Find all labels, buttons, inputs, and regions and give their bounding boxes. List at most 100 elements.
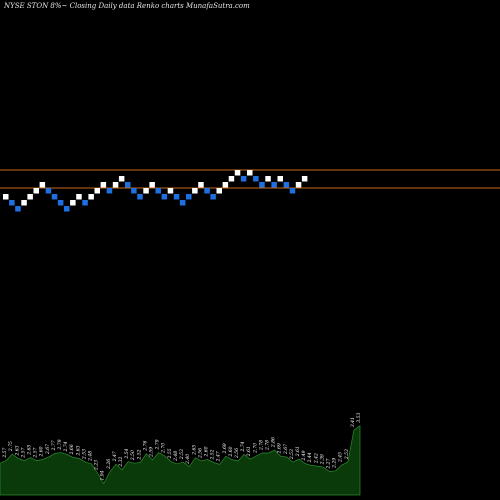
up-brick	[167, 188, 174, 194]
volume-label: 2.63	[14, 445, 20, 456]
down-brick	[179, 200, 186, 206]
down-brick	[204, 188, 210, 194]
down-brick	[9, 200, 15, 206]
volume-label: 2.70	[252, 443, 258, 454]
up-brick	[277, 176, 283, 182]
volume-label: 2.49	[301, 450, 307, 461]
volume-label: 2.45	[338, 452, 344, 463]
down-brick	[186, 194, 192, 200]
volume-label: 2.52	[136, 449, 142, 460]
down-brick	[131, 188, 137, 194]
volume-label: 2.60	[228, 446, 234, 457]
volume-label: 3.41	[350, 417, 356, 427]
up-brick	[222, 182, 229, 188]
down-brick	[57, 200, 64, 206]
volume-label: 2.61	[295, 446, 301, 457]
down-brick	[283, 182, 290, 188]
volume-label: 2.52	[210, 449, 216, 460]
up-brick	[70, 200, 76, 206]
volume-area	[0, 425, 361, 496]
volume-label: 2.40	[185, 454, 191, 465]
up-brick	[149, 182, 155, 188]
volume-label: 2.50	[0, 450, 2, 461]
volume-label: 2.42	[313, 453, 319, 464]
down-brick	[64, 206, 70, 212]
volume-label: 1.94	[100, 470, 106, 480]
volume-label: 2.57	[33, 447, 39, 458]
up-brick	[118, 176, 125, 182]
volume-label: 2.59	[149, 447, 155, 458]
up-brick	[39, 182, 46, 188]
up-brick	[94, 188, 100, 194]
volume-label: 2.86	[271, 437, 277, 448]
down-brick	[125, 182, 131, 188]
volume-label: 2.54	[124, 449, 130, 460]
volume-label: 2.53	[344, 449, 350, 460]
volume-label: 2.79	[57, 439, 63, 450]
down-brick	[45, 188, 52, 194]
up-brick	[143, 188, 149, 194]
volume-label: 2.53	[81, 449, 87, 460]
volume-label: 2.66	[69, 444, 75, 455]
volume-label: 2.27	[326, 458, 332, 469]
volume-label: 2.60	[204, 446, 210, 457]
up-brick	[33, 188, 39, 194]
volume-label: 2.67	[45, 444, 51, 455]
volume-label: 2.44	[307, 452, 313, 463]
up-brick	[3, 194, 9, 200]
down-brick	[240, 176, 247, 182]
volume-label: 2.61	[246, 446, 252, 457]
down-brick	[137, 194, 143, 200]
down-brick	[155, 188, 161, 194]
down-brick	[271, 182, 277, 188]
up-brick	[234, 170, 241, 176]
volume-label: 2.69	[222, 443, 228, 454]
up-brick	[216, 188, 222, 194]
volume-label: 2.77	[51, 440, 57, 451]
volume-label: 3.53	[356, 413, 362, 423]
volume-label: 2.67	[283, 444, 289, 455]
volume-label: 2.69	[277, 443, 283, 454]
down-brick	[173, 194, 180, 200]
down-brick	[259, 182, 265, 188]
volume-area-shape	[0, 425, 361, 496]
volume-label: 2.56	[197, 448, 203, 459]
volume-label: 2.53	[289, 449, 295, 460]
volume-label: 2.75	[8, 441, 14, 452]
volume-label: 2.65	[191, 445, 197, 456]
volume-label: 2.48	[173, 451, 179, 462]
volume-label: 2.65	[27, 445, 33, 456]
volume-label: 2.29	[332, 458, 338, 469]
down-brick	[51, 194, 58, 200]
volume-label: 2.23	[94, 460, 100, 471]
volume-label: 2.55	[167, 448, 173, 459]
down-brick	[82, 200, 88, 206]
down-brick	[210, 194, 216, 200]
down-brick	[106, 188, 113, 194]
volume-label: 2.53	[179, 449, 185, 460]
up-brick	[88, 194, 94, 200]
up-brick	[76, 194, 82, 200]
volume-label: 2.39	[319, 454, 325, 465]
renko-bricks	[3, 170, 308, 212]
up-brick	[265, 176, 271, 182]
volume-label: 2.78	[265, 440, 271, 451]
volume-label: 2.74	[63, 441, 69, 452]
volume-label: 2.79	[155, 439, 161, 450]
volume-label: 2.63	[75, 445, 81, 456]
volume-label: 2.48	[88, 451, 94, 462]
up-brick	[198, 182, 204, 188]
volume-label: 2.74	[240, 441, 246, 452]
volume-label: 2.60	[39, 446, 45, 457]
volume-label: 2.76	[142, 441, 148, 452]
volume-label: 2.32	[118, 457, 124, 468]
volume-label: 2.26	[106, 459, 112, 470]
volume-label: 2.70	[161, 443, 167, 454]
up-brick	[27, 194, 33, 200]
volume-label: 2.78	[258, 440, 264, 451]
down-brick	[161, 194, 168, 200]
volume-label: 2.56	[234, 448, 240, 459]
volume-label: 2.57	[20, 447, 26, 458]
volume-label: 2.47	[216, 451, 222, 462]
